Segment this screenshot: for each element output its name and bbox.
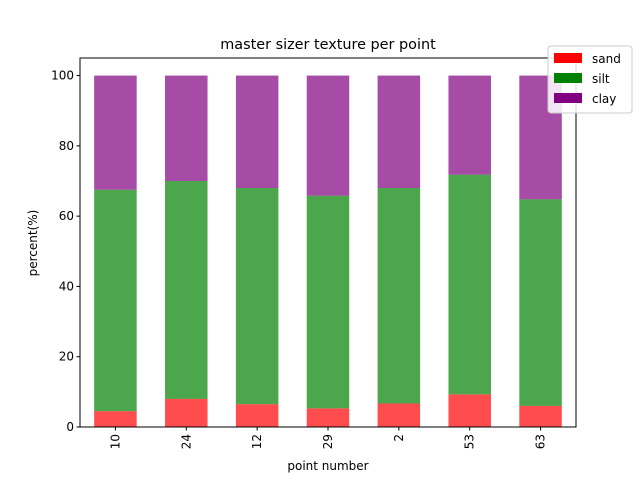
bar-silt-53 — [448, 174, 491, 395]
bar-clay-29 — [306, 75, 350, 196]
legend-swatch-clay — [554, 93, 582, 103]
y-axis: 0 20 40 60 80 100 — [51, 69, 80, 434]
bar-silt-12 — [235, 188, 279, 405]
bar-sand-2 — [377, 403, 421, 427]
legend-label-sand: sand — [592, 52, 621, 66]
chart-title: master sizer texture per point — [220, 37, 436, 53]
bar-silt-24 — [165, 181, 208, 399]
y-tick-label: 100 — [51, 69, 74, 83]
x-axis: 10 24 12 29 2 53 63 — [108, 427, 548, 449]
y-tick-label: 60 — [59, 209, 74, 223]
x-tick-label: 53 — [463, 434, 477, 449]
legend-label-clay: clay — [592, 92, 616, 106]
y-tick-label: 20 — [59, 350, 74, 364]
bar-clay-24 — [165, 75, 208, 181]
bar-sand-53 — [448, 394, 491, 427]
y-tick-label: 0 — [66, 420, 74, 434]
bar-clay-10 — [94, 75, 137, 190]
bar-clay-53 — [448, 75, 491, 175]
y-tick-label: 80 — [59, 139, 74, 153]
bar-silt-2 — [377, 188, 421, 404]
legend-label-silt: silt — [592, 72, 610, 86]
x-tick-label: 10 — [108, 434, 122, 449]
plot-frame — [79, 57, 577, 428]
bar-clay-2 — [377, 75, 421, 189]
bars-group — [94, 75, 562, 427]
bar-silt-10 — [94, 189, 137, 412]
bar-sand-29 — [306, 408, 350, 427]
bar-sand-10 — [94, 411, 137, 427]
x-tick-label: 2 — [392, 434, 406, 442]
bar-sand-24 — [165, 398, 208, 427]
x-tick-label: 12 — [250, 434, 264, 449]
y-tick-label: 40 — [59, 279, 74, 293]
x-tick-label: 63 — [534, 434, 548, 449]
x-axis-label: point number — [287, 459, 368, 473]
legend-swatch-silt — [554, 73, 582, 83]
x-tick-label: 24 — [179, 434, 193, 449]
legend-swatch-sand — [554, 53, 582, 63]
bar-sand-12 — [235, 404, 279, 427]
legend: sand silt clay — [547, 45, 633, 114]
bar-silt-63 — [519, 199, 562, 406]
bar-silt-29 — [306, 195, 350, 409]
x-tick-label: 29 — [321, 434, 335, 449]
y-axis-label: percent(%) — [26, 210, 40, 277]
bar-sand-63 — [519, 405, 562, 427]
bar-clay-12 — [235, 75, 279, 189]
